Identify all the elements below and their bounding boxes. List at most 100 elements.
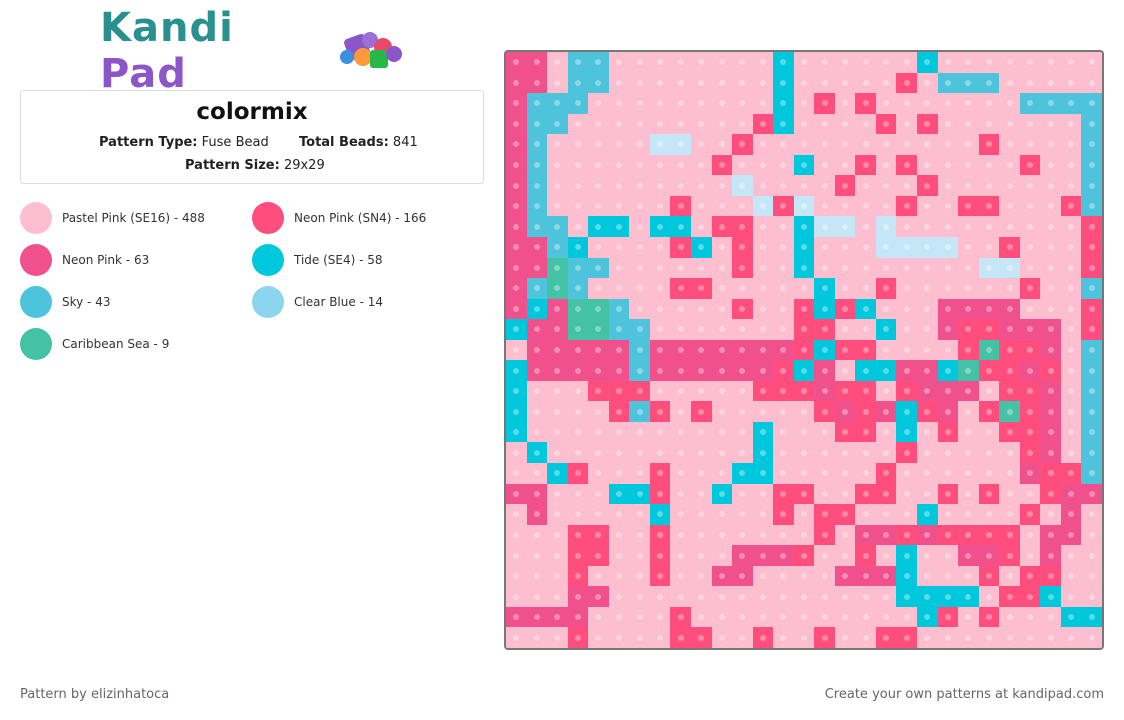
legend-label: Neon Pink - 63 <box>62 253 150 267</box>
bead <box>855 463 876 484</box>
bead <box>711 421 733 443</box>
bead <box>958 339 979 361</box>
bead <box>834 627 856 648</box>
bead <box>690 52 712 73</box>
bead <box>896 606 918 628</box>
bead <box>958 175 979 196</box>
bead <box>588 298 609 320</box>
kandipad-link[interactable]: Create your own patterns at kandipad.com <box>824 687 1104 702</box>
bead <box>875 134 897 155</box>
bead <box>978 236 1000 258</box>
bead <box>526 606 548 628</box>
bead <box>978 134 1000 155</box>
bead <box>752 154 774 176</box>
bead <box>793 360 815 381</box>
bead <box>629 380 650 402</box>
bead <box>732 195 753 217</box>
bead <box>526 504 548 525</box>
total-beads-value: 841 <box>392 135 418 150</box>
bead <box>773 401 794 422</box>
bead <box>506 606 527 628</box>
bead <box>875 565 897 587</box>
bead <box>1019 236 1041 258</box>
bead <box>690 380 712 402</box>
bead <box>752 483 774 505</box>
bead <box>896 339 918 361</box>
bead <box>567 442 589 464</box>
bead <box>608 298 630 320</box>
bead <box>834 278 856 299</box>
bead <box>608 93 630 114</box>
bead <box>526 524 548 546</box>
bead <box>1060 236 1082 258</box>
bead <box>917 380 938 402</box>
bead <box>917 216 938 237</box>
bead <box>999 463 1020 484</box>
bead <box>649 339 671 361</box>
bead <box>711 236 733 258</box>
bead <box>855 421 876 443</box>
bead <box>814 175 835 196</box>
bead <box>855 586 876 607</box>
bead <box>793 298 815 320</box>
bead <box>670 154 691 176</box>
bead <box>690 360 712 381</box>
bead <box>732 52 753 73</box>
bead <box>547 545 568 566</box>
bead <box>547 627 568 648</box>
bead <box>711 360 733 381</box>
bead <box>937 524 959 546</box>
bead <box>773 524 794 546</box>
bead <box>588 421 609 443</box>
bead <box>896 298 918 320</box>
bead <box>855 113 876 135</box>
bead <box>834 545 856 566</box>
bead <box>649 134 671 155</box>
bead <box>649 463 671 484</box>
bead <box>978 586 1000 607</box>
bead <box>649 216 671 237</box>
bead <box>588 257 609 279</box>
pattern-info-card: colormix Pattern Type: Fuse Bead Total B… <box>20 90 484 184</box>
bead <box>588 524 609 546</box>
bead <box>547 483 568 505</box>
bead <box>917 52 938 73</box>
bead <box>1081 154 1102 176</box>
bead <box>567 93 589 114</box>
bead <box>752 627 774 648</box>
bead <box>1060 627 1082 648</box>
color-swatch-icon <box>20 244 52 276</box>
color-swatch-icon <box>20 202 52 234</box>
bead <box>547 257 568 279</box>
bead <box>855 154 876 176</box>
bead <box>978 72 1000 94</box>
bead <box>649 93 671 114</box>
bead <box>711 483 733 505</box>
bead <box>1081 216 1102 237</box>
bead <box>834 175 856 196</box>
bead <box>978 606 1000 628</box>
bead <box>608 442 630 464</box>
bead <box>690 401 712 422</box>
bead <box>588 195 609 217</box>
bead <box>526 463 548 484</box>
bead <box>999 319 1020 340</box>
bead <box>1019 421 1041 443</box>
bead <box>711 195 733 217</box>
bead <box>793 216 815 237</box>
bead <box>834 380 856 402</box>
bead <box>773 421 794 443</box>
bead <box>958 113 979 135</box>
bead <box>958 565 979 587</box>
bead <box>1081 278 1102 299</box>
bead <box>690 504 712 525</box>
kandipad-logo[interactable]: Kandi Pad <box>100 5 410 97</box>
bead <box>999 380 1020 402</box>
bead <box>752 298 774 320</box>
bead <box>793 586 815 607</box>
bead <box>814 421 835 443</box>
bead <box>1060 134 1082 155</box>
bead <box>732 236 753 258</box>
bead <box>608 216 630 237</box>
bead <box>547 72 568 94</box>
